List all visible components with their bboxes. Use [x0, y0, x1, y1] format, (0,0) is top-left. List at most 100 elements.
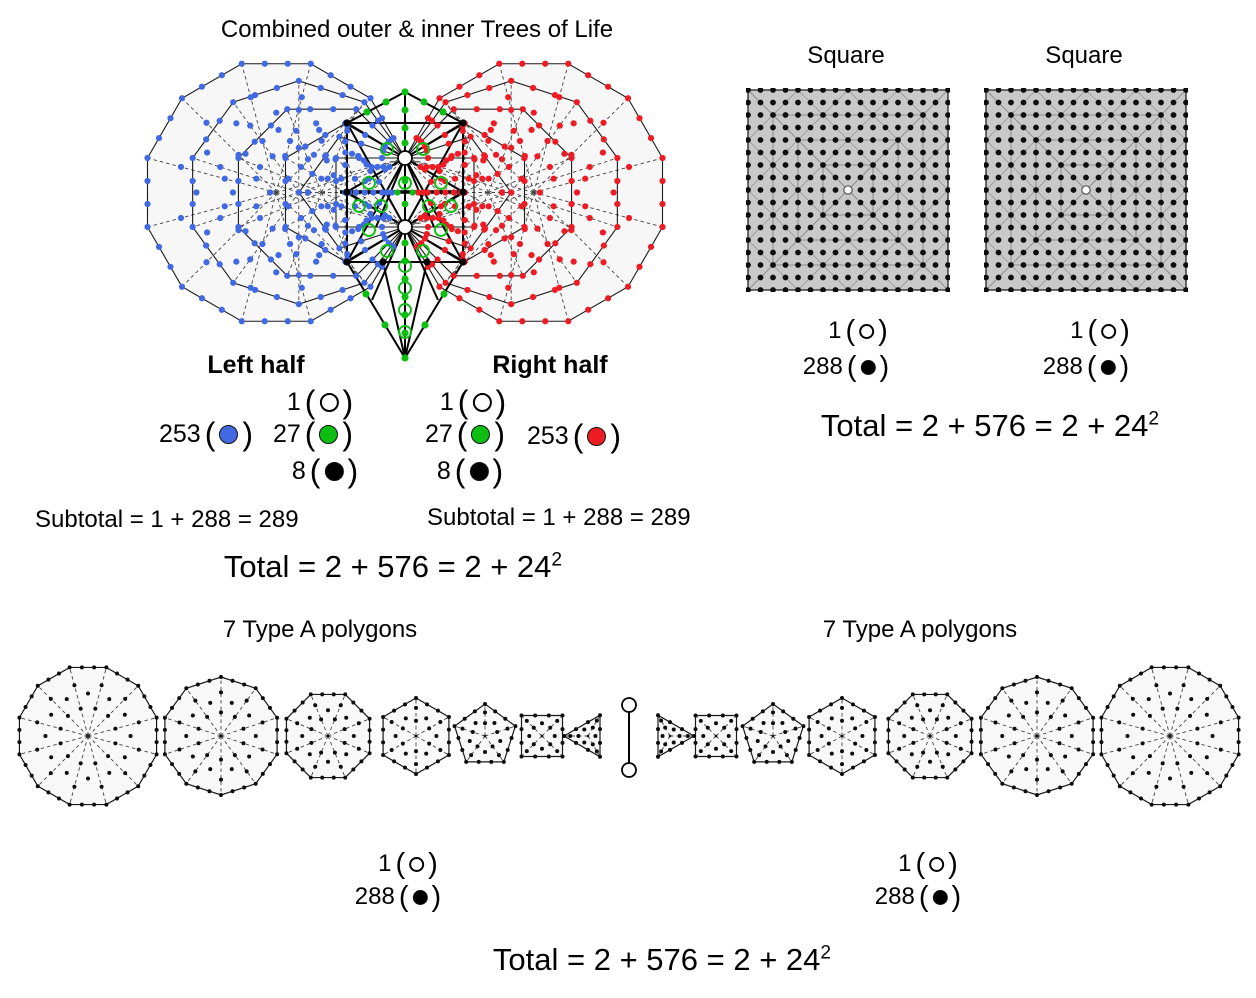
legend-value: 288	[1042, 353, 1083, 381]
paren-open: (	[918, 881, 929, 913]
legend-item: 8()	[436, 453, 504, 489]
legend-value: 1	[286, 387, 301, 416]
open-dot-icon	[472, 392, 492, 412]
paren-close: )	[342, 384, 354, 420]
dot-grid	[746, 88, 950, 292]
left-subtotal: Subtotal = 1 + 288 = 289	[35, 506, 299, 533]
black-dot-icon	[932, 889, 948, 905]
open-dot-icon	[859, 323, 875, 339]
paren-close: )	[347, 453, 359, 489]
paren-close: )	[342, 416, 354, 452]
legend-value: 288	[354, 883, 395, 911]
yod-dots	[144, 60, 666, 325]
square-label-2: Square	[1045, 42, 1123, 69]
legend-value: 27	[272, 419, 301, 448]
legend-item: 253()	[526, 418, 621, 454]
legend-value: 253	[158, 419, 201, 448]
polygons-total: Total = 2 + 576 = 2 + 242	[493, 942, 831, 978]
paren-close: )	[1120, 315, 1130, 347]
black-dot-icon	[1100, 359, 1116, 375]
polygon-dots	[17, 665, 1241, 807]
squares-total-text: Total = 2 + 576 = 2 + 24	[820, 408, 1149, 443]
polygon-shapes	[18, 666, 1240, 806]
trees-of-life-figure	[144, 60, 666, 362]
red-dot-icon	[587, 426, 607, 446]
square-figure-1	[746, 88, 950, 292]
legend-value: 8	[436, 456, 451, 485]
square-figure-2	[984, 88, 1188, 292]
right-half-label: Right half	[492, 351, 608, 379]
dot-grid	[984, 88, 1188, 292]
legend-value: 1	[378, 850, 392, 878]
blue-dot-icon	[219, 424, 239, 444]
black-dot-icon	[860, 359, 876, 375]
black-dot-icon	[412, 889, 428, 905]
open-dot-icon	[929, 856, 945, 872]
legend-value: 288	[874, 883, 915, 911]
paren-open: (	[395, 848, 406, 880]
legend-value: 253	[526, 421, 569, 450]
legend-value: 1	[1070, 317, 1084, 345]
legend-item: 288()	[802, 351, 890, 383]
paren-close: )	[242, 416, 254, 452]
polygons-total-exponent: 2	[820, 942, 832, 964]
paren-open: (	[457, 384, 469, 420]
open-dot-icon	[409, 856, 425, 872]
paren-close: )	[431, 881, 442, 913]
square-label-1: Square	[807, 42, 885, 69]
legend-item: 288()	[1042, 351, 1130, 383]
legend-item: 288()	[354, 881, 442, 913]
legend-value: 1	[898, 850, 912, 878]
trees-total: Total = 2 + 576 = 2 + 242	[224, 549, 562, 585]
right-subtotal: Subtotal = 1 + 288 = 289	[427, 504, 691, 531]
legend-value: 1	[439, 387, 454, 416]
legend-value: 27	[424, 419, 453, 448]
polygons-label-2: 7 Type A polygons	[822, 616, 1018, 643]
paren-open: (	[1087, 315, 1098, 347]
legend-item: 1()	[378, 848, 438, 880]
trees-total-exponent: 2	[551, 549, 563, 571]
paren-open: (	[309, 453, 321, 489]
type-a-polygons-figure	[17, 665, 1241, 807]
legend-item: 27()	[272, 416, 354, 452]
squares-total-exponent: 2	[1148, 408, 1160, 430]
legend-item: 1()	[828, 315, 888, 347]
paren-close: )	[492, 453, 504, 489]
legend-item: 1()	[286, 384, 354, 420]
paren-open: (	[572, 418, 584, 454]
trees-total-text: Total = 2 + 576 = 2 + 24	[223, 549, 552, 584]
page-title: Combined outer & inner Trees of Life	[220, 16, 614, 43]
squares-total: Total = 2 + 576 = 2 + 242	[821, 408, 1159, 444]
paren-open: (	[398, 881, 409, 913]
polygons-label-1: 7 Type A polygons	[222, 616, 418, 643]
paren-open: (	[1086, 351, 1097, 383]
legend-item: 288()	[874, 881, 962, 913]
open-dot-icon	[1101, 323, 1117, 339]
black-dot-icon	[324, 461, 344, 481]
green-dot-icon	[471, 424, 491, 444]
legend-value: 8	[291, 456, 306, 485]
green-dot-icon	[319, 424, 339, 444]
paren-close: )	[494, 416, 506, 452]
paren-close: )	[495, 384, 507, 420]
legend-item: 1()	[898, 848, 958, 880]
paren-open: (	[304, 416, 316, 452]
black-dot-icon	[469, 461, 489, 481]
legend-item: 27()	[424, 416, 506, 452]
paren-close: )	[878, 315, 888, 347]
paren-close: )	[879, 351, 890, 383]
polygons-total-text: Total = 2 + 576 = 2 + 24	[492, 942, 821, 977]
paren-close: )	[948, 848, 958, 880]
paren-open: (	[845, 315, 856, 347]
paren-open: (	[846, 351, 857, 383]
left-half-label: Left half	[207, 351, 305, 379]
legend-value: 1	[828, 317, 842, 345]
paren-open: (	[454, 453, 466, 489]
paren-close: )	[1119, 351, 1130, 383]
paren-close: )	[951, 881, 962, 913]
legend-value: 288	[802, 353, 843, 381]
paren-open: (	[915, 848, 926, 880]
open-dot-icon	[319, 392, 339, 412]
legend-item: 253()	[158, 416, 254, 452]
